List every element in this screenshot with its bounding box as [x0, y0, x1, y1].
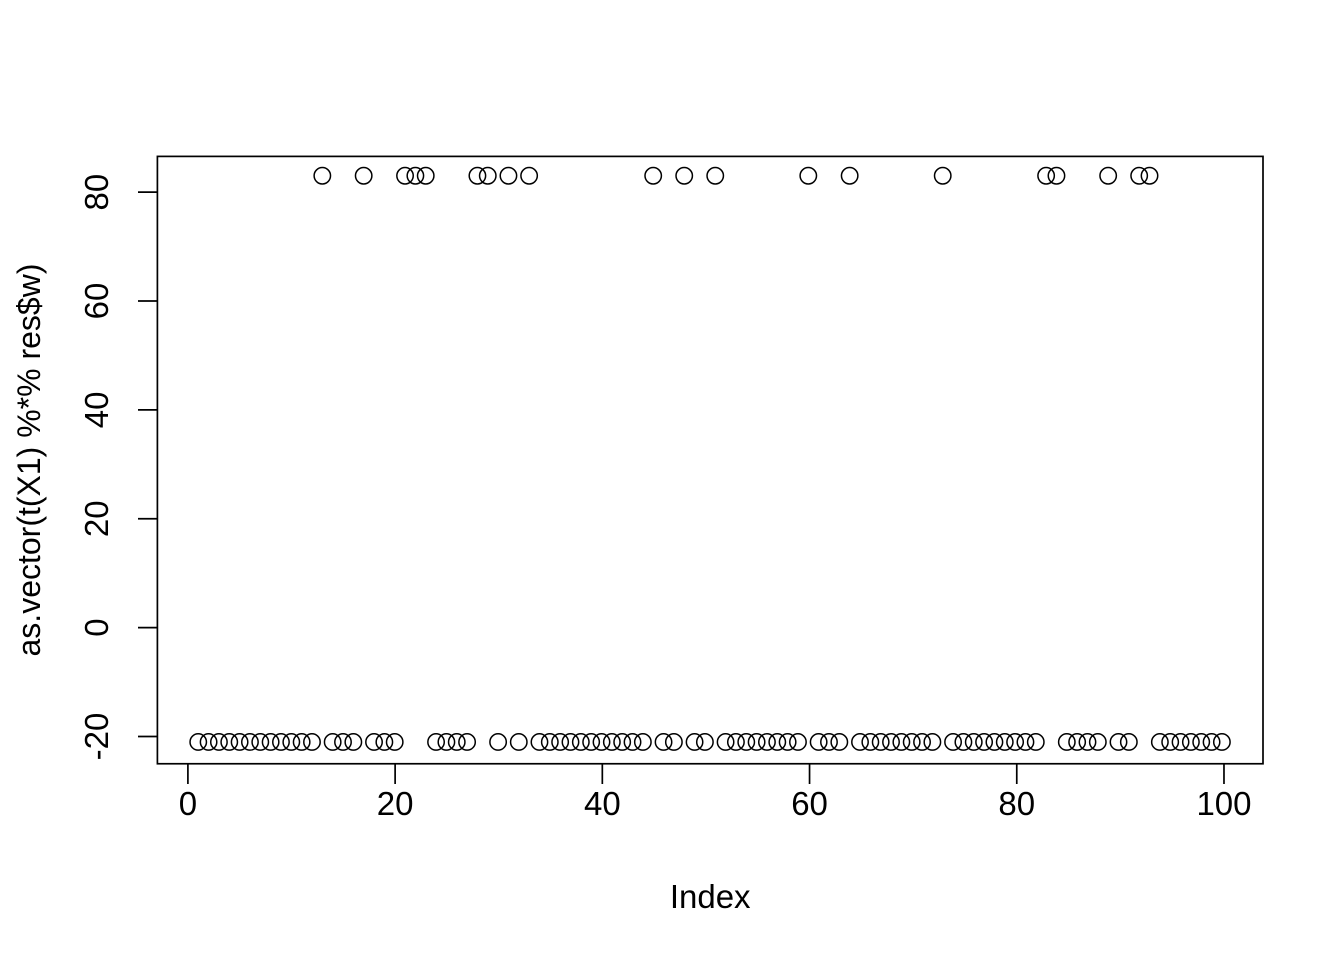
svg-text:100: 100	[1196, 785, 1251, 822]
svg-text:40: 40	[78, 392, 115, 429]
svg-text:80: 80	[998, 785, 1035, 822]
svg-text:0: 0	[179, 785, 197, 822]
svg-text:80: 80	[78, 174, 115, 211]
svg-text:20: 20	[377, 785, 414, 822]
svg-text:Index: Index	[670, 878, 751, 915]
svg-text:-20: -20	[78, 713, 115, 761]
svg-text:40: 40	[584, 785, 621, 822]
svg-text:as.vector(t(X1) %*% res$w): as.vector(t(X1) %*% res$w)	[11, 264, 47, 657]
svg-text:60: 60	[78, 283, 115, 320]
svg-text:20: 20	[78, 500, 115, 537]
svg-text:60: 60	[791, 785, 828, 822]
svg-text:0: 0	[78, 618, 115, 636]
